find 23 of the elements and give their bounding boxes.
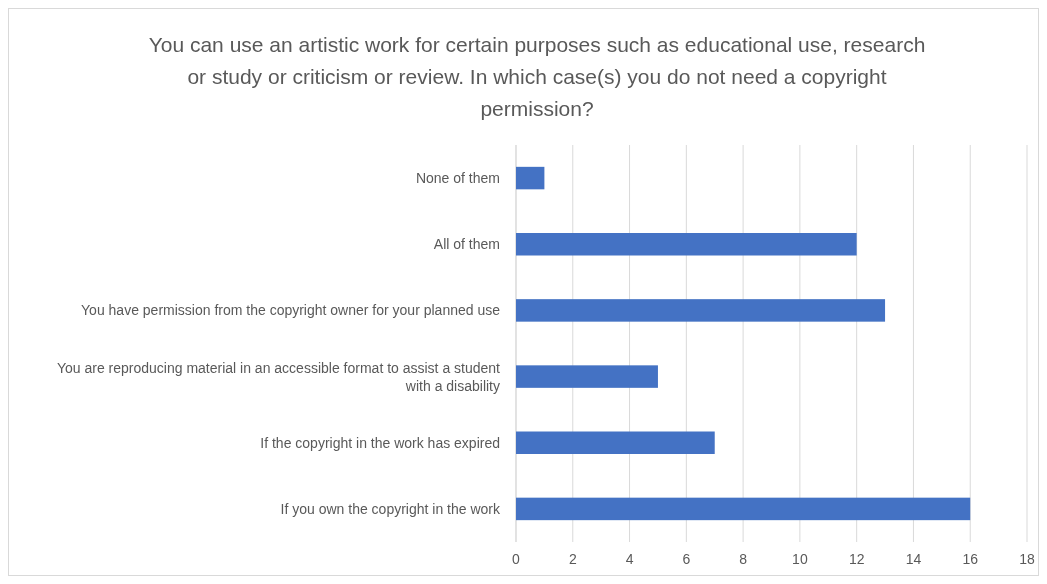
bar [516, 431, 715, 454]
x-tick-label: 6 [682, 551, 691, 567]
x-tick-label: 8 [739, 551, 748, 567]
chart-title: You can use an artistic work for certain purposes such as educational use, research or study or criticism or review. In which case(s) you do not need a copyright permission? [148, 33, 926, 120]
x-tick-label: 2 [568, 551, 577, 567]
x-tick-label: 10 [792, 551, 808, 567]
y-tick-label: All of them [433, 236, 500, 253]
bar [516, 365, 658, 388]
x-tick-label: 16 [962, 551, 979, 567]
x-tick-label: 14 [905, 551, 922, 567]
x-tick-label: 4 [625, 551, 634, 567]
x-tick-label: 18 [1019, 551, 1035, 567]
y-tick-label: None of them [415, 170, 500, 187]
bar [516, 233, 857, 256]
bar [516, 497, 971, 521]
x-tick-label: 12 [848, 551, 865, 567]
y-tick-label: If you own the copyright in the work [280, 500, 501, 517]
y-tick-label: You have permission from the copyright owner for your planned use [81, 302, 501, 319]
bar [516, 299, 886, 322]
x-tick-label: 0 [512, 551, 521, 567]
bar [516, 166, 545, 190]
y-tick-label: You are reproducing material in an accessible format to assist a student with a disability [56, 359, 501, 394]
y-tick-label: If the copyright in the work has expired [260, 434, 500, 451]
